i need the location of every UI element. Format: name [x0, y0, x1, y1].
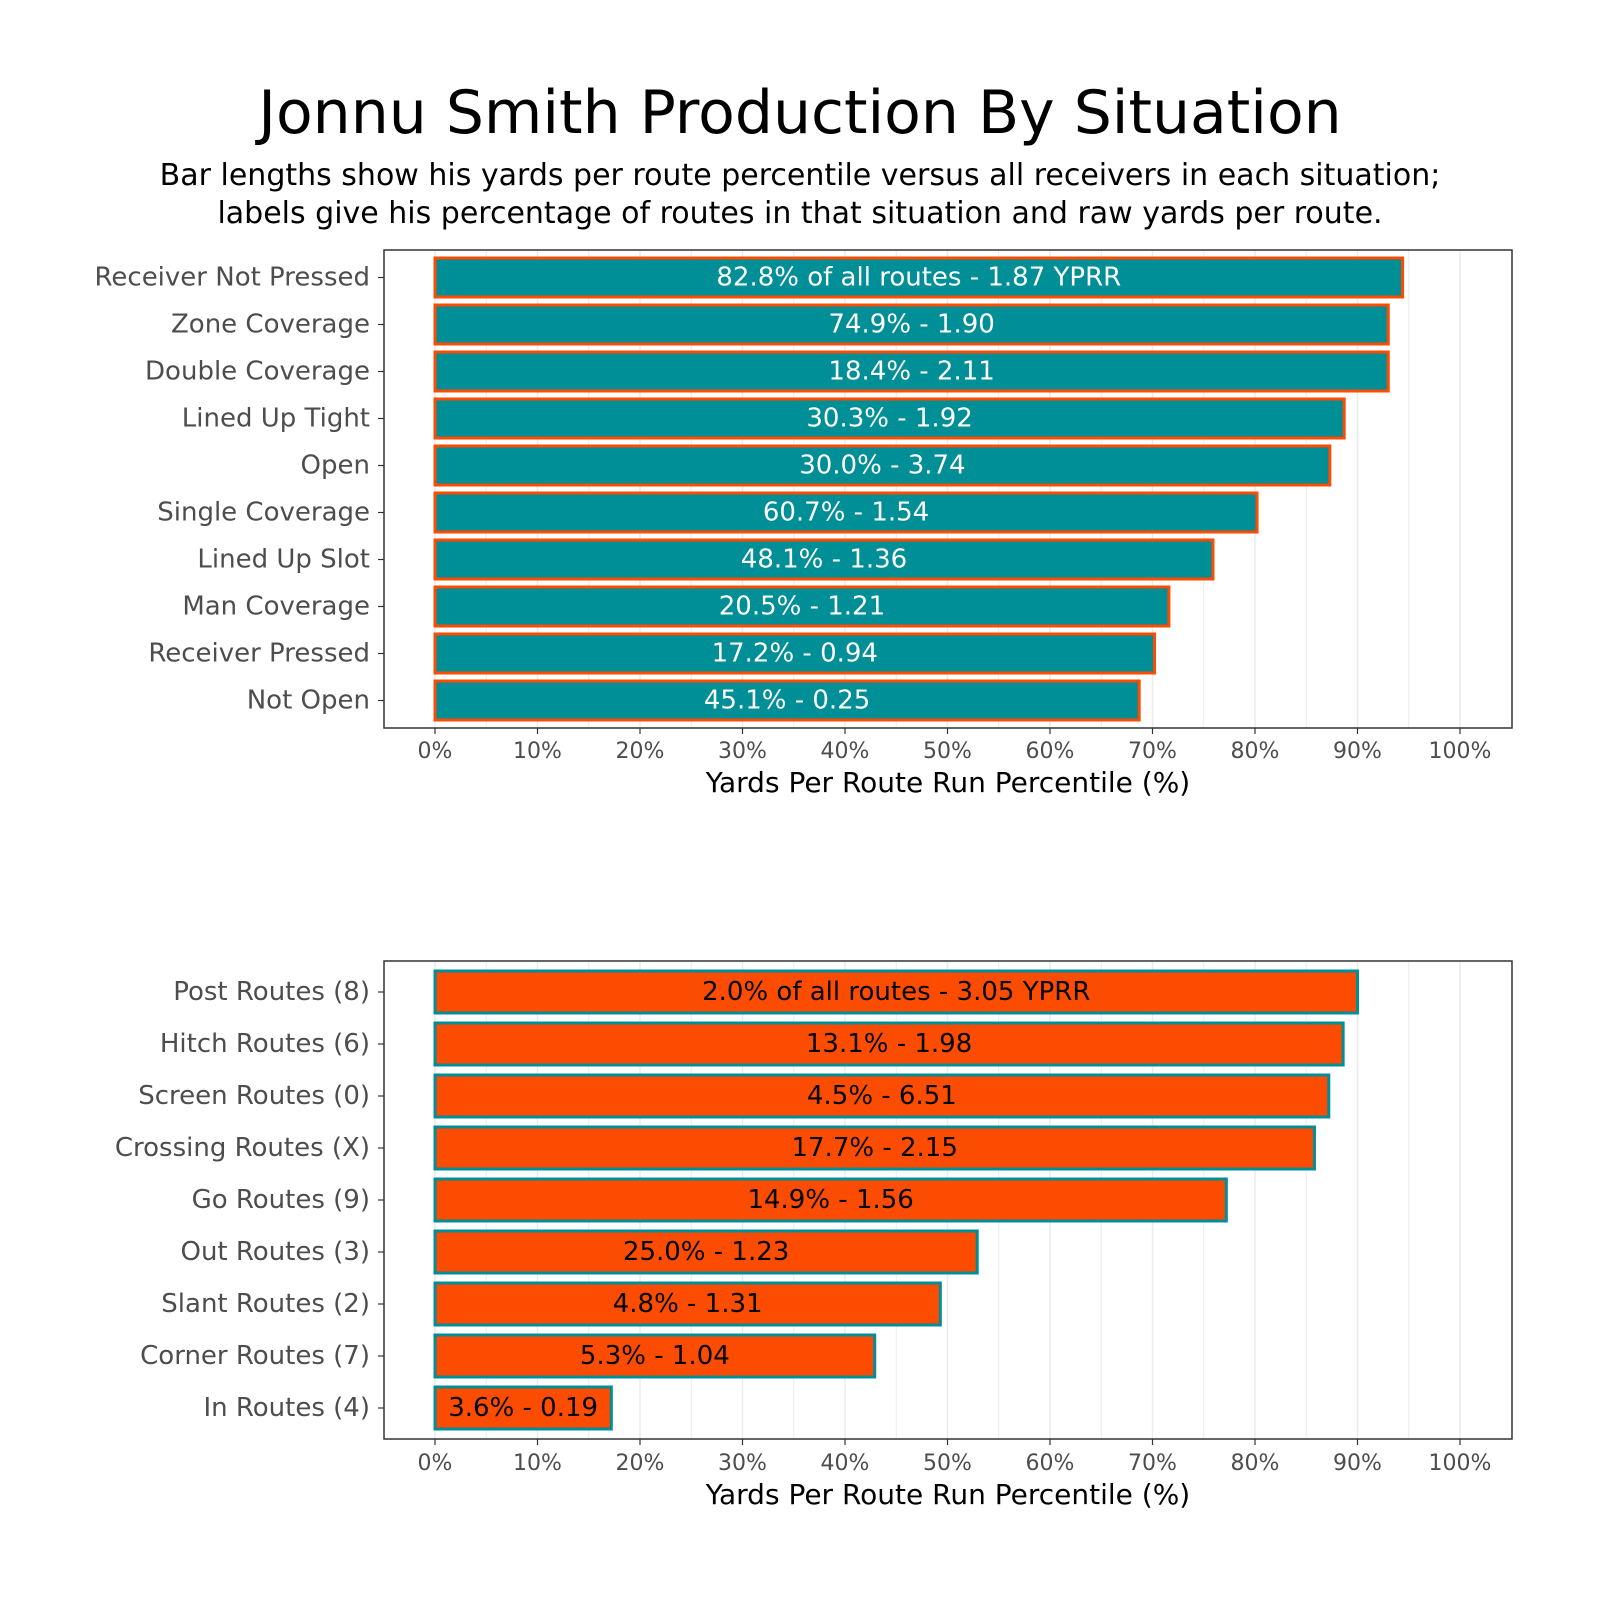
panel-border	[383, 249, 1513, 729]
bar-value-label: 82.8% of all routes - 1.87 YPRR	[716, 263, 1121, 293]
bar-value-label: 4.5% - 6.51	[807, 1081, 957, 1111]
category-label: Post Routes (8)	[173, 977, 370, 1007]
category-label: Receiver Not Pressed	[95, 263, 371, 293]
subtitle-line-1: Bar lengths show his yards per route per…	[159, 158, 1441, 193]
bar-value-label: 48.1% - 1.36	[741, 545, 907, 575]
bar-value-label: 20.5% - 1.21	[719, 592, 885, 622]
x-tick-label: 100%	[1429, 739, 1492, 764]
x-tick-label: 50%	[923, 1451, 972, 1476]
bar	[433, 1229, 979, 1275]
bar	[433, 585, 1171, 628]
x-tick-label: 50%	[923, 739, 972, 764]
bar	[433, 1281, 942, 1327]
bar-value-label: 74.9% - 1.90	[828, 310, 994, 340]
bar	[433, 397, 1346, 440]
category-label: Hitch Routes (6)	[160, 1029, 370, 1059]
bar	[433, 538, 1215, 581]
situation-chart: 0% 10% 20% 30% 40% 50% 60% 70% 80% 90% 100% Receive…	[95, 249, 1513, 799]
x-tick-label: 20%	[616, 739, 665, 764]
category-label: Zone Coverage	[171, 310, 370, 340]
x-tick-label: 10%	[513, 1451, 562, 1476]
category-label: Out Routes (3)	[180, 1237, 370, 1267]
bar-value-label: 60.7% - 1.54	[763, 498, 929, 528]
x-tick-label: 30%	[718, 1451, 767, 1476]
category-label: Single Coverage	[157, 498, 370, 528]
x-tick-label: 20%	[616, 1451, 665, 1476]
x-tick-label: 10%	[513, 739, 562, 764]
bar-value-label: 17.2% - 0.94	[712, 639, 878, 669]
bar-value-label: 2.0% of all routes - 3.05 YPRR	[702, 977, 1090, 1007]
x-tick-label: 0%	[418, 739, 453, 764]
bar-value-label: 4.8% - 1.31	[613, 1289, 763, 1319]
category-label: Crossing Routes (X)	[115, 1133, 370, 1163]
bar	[433, 491, 1259, 534]
category-label: Not Open	[247, 686, 370, 716]
category-label: Corner Routes (7)	[140, 1341, 370, 1371]
bar-value-label: 14.9% - 1.56	[747, 1185, 913, 1215]
x-tick-label: 70%	[1128, 1451, 1177, 1476]
x-tick-label: 30%	[718, 739, 767, 764]
x-tick-label: 100%	[1429, 1451, 1492, 1476]
bar-value-label: 18.4% - 2.11	[828, 357, 994, 387]
category-label: Lined Up Slot	[197, 545, 370, 575]
category-label: Lined Up Tight	[182, 404, 370, 434]
bar	[433, 679, 1141, 722]
bar	[433, 1177, 1228, 1223]
x-tick-label: 60%	[1026, 739, 1075, 764]
x-tick-label: 80%	[1231, 739, 1280, 764]
x-tick-label: 60%	[1026, 1451, 1075, 1476]
bar-value-label: 45.1% - 0.25	[704, 686, 870, 716]
bar-value-label: 30.0% - 3.74	[799, 451, 965, 481]
bar-value-label: 17.7% - 2.15	[792, 1133, 958, 1163]
bar	[433, 256, 1405, 299]
x-axis-title: Yards Per Route Run Percentile (%)	[705, 766, 1190, 799]
x-tick-label: 90%	[1333, 739, 1382, 764]
panel-border	[383, 960, 1513, 1440]
x-tick-label: 90%	[1333, 1451, 1382, 1476]
x-tick-label: 40%	[821, 739, 870, 764]
category-label: Open	[301, 451, 370, 481]
bar	[433, 1125, 1316, 1171]
x-tick-label: 70%	[1128, 739, 1177, 764]
bar-value-label: 13.1% - 1.98	[806, 1029, 972, 1059]
category-label: Receiver Pressed	[148, 639, 370, 669]
bar-value-label: 3.6% - 0.19	[448, 1393, 598, 1423]
page-title: Jonnu Smith Production By Situation	[258, 78, 1342, 148]
subtitle-line-2: labels give his percentage of routes in …	[217, 196, 1383, 231]
bar	[433, 969, 1359, 1015]
category-label: Screen Routes (0)	[138, 1081, 370, 1111]
bar-value-label: 30.3% - 1.92	[806, 404, 972, 434]
bar	[433, 632, 1157, 675]
route-chart: 0% 10% 20% 30% 40% 50% 60% 70% 80% 90% 100% Post Ro…	[115, 960, 1513, 1511]
bar-value-label: 5.3% - 1.04	[580, 1341, 730, 1371]
x-tick-label: 0%	[418, 1451, 453, 1476]
category-label: Slant Routes (2)	[161, 1289, 370, 1319]
x-tick-label: 40%	[821, 1451, 870, 1476]
bar-value-label: 25.0% - 1.23	[623, 1237, 789, 1267]
bar	[433, 444, 1332, 487]
x-axis-title: Yards Per Route Run Percentile (%)	[705, 1478, 1190, 1511]
bar	[433, 1021, 1345, 1067]
bar	[433, 303, 1390, 346]
category-label: Go Routes (9)	[192, 1185, 370, 1215]
bar	[433, 350, 1390, 393]
x-tick-label: 80%	[1231, 1451, 1280, 1476]
category-label: Man Coverage	[182, 592, 370, 622]
category-label: In Routes (4)	[203, 1393, 370, 1423]
bar	[433, 1385, 613, 1431]
category-label: Double Coverage	[145, 357, 370, 387]
bar	[433, 1333, 877, 1379]
bar	[433, 1073, 1331, 1119]
